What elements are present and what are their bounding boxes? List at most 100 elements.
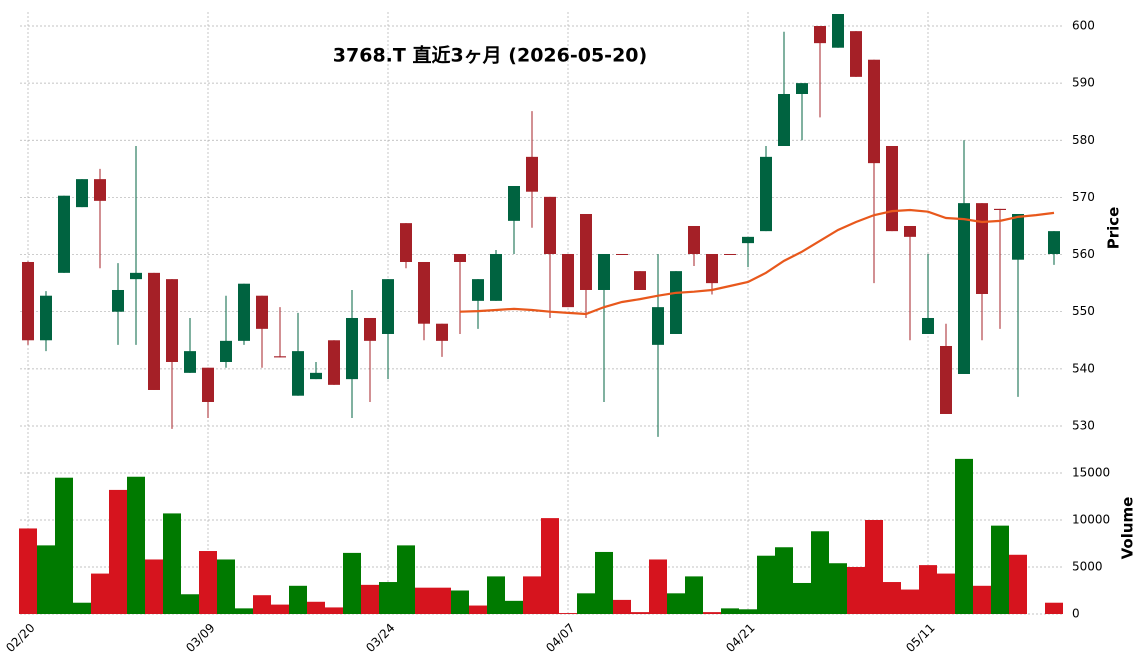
candle-body [274,356,286,358]
candle-body [886,145,898,232]
candle-body [490,253,502,301]
volume-bar [91,573,109,614]
volume-bar [163,513,181,614]
volume-bar [811,531,829,614]
volume-bar [703,612,721,614]
volume-bar [1009,554,1027,614]
candle-body [22,261,34,341]
candle-body [850,31,862,77]
candle-body [508,185,520,221]
candle-body [544,196,556,254]
volume-bar [379,582,397,614]
volume-bar [667,593,685,614]
candle-body [562,253,574,308]
volume-bar [631,612,649,614]
volume-bar [613,599,631,614]
candle-body [598,253,610,290]
candle-body [202,367,214,402]
volume-bar [775,547,793,614]
y-axis-label: Price [1105,207,1123,250]
candle-body [256,295,268,329]
candle-body [184,351,196,373]
candle-body [706,253,718,284]
volume-bar [289,585,307,614]
volume-bar [559,613,577,614]
volume-bar [487,576,505,614]
candle-body [670,271,682,334]
candle-body [238,283,250,341]
candle-body [400,223,412,262]
candle-body [796,83,808,94]
volume-bar [451,590,469,614]
x-tick-label: 04/21 [723,621,757,655]
volume-bar [739,609,757,614]
volume-bar [973,585,991,614]
candle-body [130,272,142,280]
candle-body [832,13,844,48]
candle-body [760,156,772,232]
candle-body [328,340,340,385]
candle-body [310,372,322,380]
volume-bar [397,545,415,614]
volume-bar [55,477,73,614]
volume-bar [991,525,1009,614]
volume-bar [541,518,559,614]
volume-bar [793,582,811,614]
volume-bar [37,545,55,614]
volume-bar [433,587,451,614]
x-tick-label: 02/20 [3,621,37,655]
candle-body [958,203,970,374]
y-tick-label: 550 [1072,304,1095,318]
volume-bar [1045,602,1063,614]
candle-body [922,317,934,334]
candle-body [472,279,484,301]
volume-bar [721,608,739,614]
candle-body [382,279,394,334]
candle-body [454,253,466,262]
x-tick-label: 05/11 [903,621,937,655]
x-tick-label: 04/07 [543,621,577,655]
volume-bar [937,573,955,614]
candle-body [220,340,232,362]
volume-bar [307,601,325,614]
x-tick-label: 03/09 [183,621,217,655]
candle-body [418,261,430,324]
candle-body [634,271,646,290]
volume-bar [595,551,613,614]
volume-bar [235,608,253,614]
candle-body [1048,231,1060,254]
volume-tick-label: 15000 [1072,465,1110,479]
volume-bar [325,607,343,614]
candle-body [58,195,70,273]
candle-body [40,295,52,341]
candle-body [166,279,178,362]
candle-body [148,272,160,390]
candle-body [76,179,88,208]
candle-body [94,179,106,201]
volume-bar [919,565,937,614]
volume-bar [847,566,865,614]
y-tick-label: 560 [1072,247,1095,261]
moving-average [459,208,1055,316]
candle-body [364,317,376,341]
volume-bar [271,604,289,614]
volume-bar [415,587,433,614]
y-tick-label: 540 [1072,361,1095,375]
candle-body [526,156,538,192]
candle-body [436,323,448,341]
volume-bar [883,582,901,614]
volume-bar [955,458,973,614]
volume-bar [217,559,235,614]
volume-bar [577,593,595,614]
candle-body [904,225,916,237]
volume-bar [199,551,217,614]
candle-body [580,213,592,290]
volume-axis-label: Volume [1119,497,1137,560]
candle-body [742,236,754,244]
candle-body [688,225,700,254]
volume-bar [361,584,379,614]
candle-body [940,345,952,414]
volume-bar [19,528,37,614]
chart-title: 3768.T 直近3ヶ月 (2026-05-20) [333,44,647,67]
